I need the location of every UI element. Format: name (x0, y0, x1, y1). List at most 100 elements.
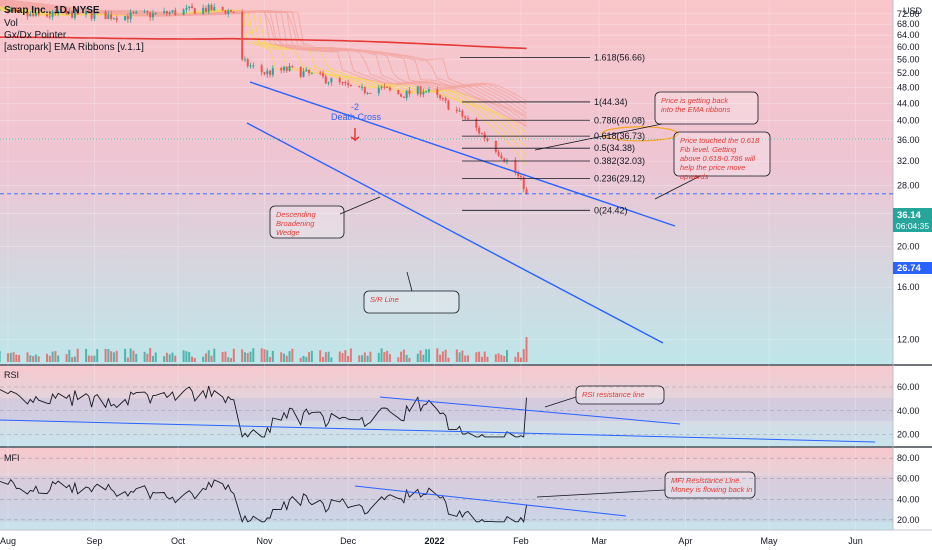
upper-trendline (249, 81, 676, 227)
legend-gxdx[interactable]: Gx/Dx Pointer (4, 30, 67, 41)
price-tick-label: 32.00 (897, 156, 920, 166)
candle (349, 84, 352, 87)
volume-bar (310, 350, 313, 362)
candle (93, 12, 96, 19)
fib-note-text: Fib level. Getting (680, 145, 737, 154)
volume-bar (338, 351, 341, 362)
candle (322, 73, 325, 77)
volume-bar (486, 356, 489, 362)
oscillators: 20.00 40.00 60.00 20.00 40.00 60.00 80.00 (0, 382, 920, 525)
candle (464, 116, 467, 119)
fib-note-pointer (654, 175, 701, 200)
price-tick-label: 20.00 (897, 242, 920, 252)
level-price-tag (893, 262, 932, 274)
price-tick-label: 60.00 (897, 42, 920, 52)
wedge-note-text: Broadening (276, 219, 315, 228)
candle (48, 16, 51, 18)
fib-level-label: 1.618(56.66) (594, 52, 645, 62)
fib-note-text: above 0.618-0.786 will (680, 154, 755, 163)
volume-bar (386, 350, 389, 362)
candle (112, 18, 115, 20)
candle (68, 11, 71, 14)
candle (185, 7, 188, 10)
volume-bar (48, 355, 51, 362)
candle (422, 91, 425, 95)
candle (347, 82, 350, 85)
volume-bar (263, 349, 266, 362)
rsi-note-pointer (544, 396, 577, 408)
candle (380, 86, 383, 88)
candle (441, 98, 444, 100)
candle (458, 110, 461, 112)
volume-bar (34, 354, 37, 362)
volume-bar (12, 352, 15, 362)
volume-bar (436, 348, 439, 362)
volume-bar (112, 352, 115, 362)
mfi-note-pointer (536, 489, 666, 498)
candle (190, 6, 193, 9)
fib-level-label: 0.236(29.12) (594, 173, 645, 183)
time-axis[interactable]: Aug Sep Oct Nov Dec 2022 Feb Mar Apr May Jun (0, 536, 863, 546)
volume-bar (400, 351, 403, 362)
time-tick-label: May (761, 536, 779, 546)
volume-bar (358, 355, 361, 362)
candle (285, 66, 288, 71)
osc-tick-label: 60.00 (897, 474, 920, 484)
candle (266, 70, 269, 75)
volume-bar (439, 354, 442, 362)
volume-bar (322, 356, 325, 362)
candle (494, 140, 497, 152)
volume-bar (271, 350, 274, 362)
rsi-pane-label: RSI (4, 370, 19, 380)
candle (427, 89, 430, 92)
last-price-tag (893, 208, 932, 232)
candle (425, 91, 428, 93)
volume-bar (129, 348, 132, 362)
candle (416, 86, 419, 94)
volume-bar (151, 356, 154, 362)
volume-bar (7, 353, 9, 362)
price-tick-label: 16.00 (897, 282, 920, 292)
candle (26, 11, 29, 17)
candle (280, 68, 283, 71)
candle (132, 12, 135, 14)
ema-note-text: Price is getting back (661, 96, 729, 105)
candle (338, 78, 341, 83)
fib-note-text: Price touched the 0.618 (680, 136, 760, 145)
fib-level-label: 0.382(32.03) (594, 156, 645, 166)
death-cross-label: Death Cross (331, 112, 382, 122)
price-tick-label: 52.00 (897, 68, 920, 78)
volume-bar (260, 348, 263, 362)
volume-bar (37, 356, 40, 362)
volume-bar (149, 348, 152, 362)
volume-bar (252, 348, 255, 362)
volume-bar (227, 357, 230, 362)
volume-bar (154, 352, 157, 362)
volume-bar (85, 348, 88, 362)
legend-volume[interactable]: Vol (4, 18, 18, 29)
volume-bar (478, 351, 481, 362)
legend-ema-ribbons[interactable]: [astropark] EMA Ribbons [v.1.1] (4, 42, 144, 53)
rsi-pane-background (0, 366, 893, 446)
candle (110, 14, 113, 19)
volume-bar (171, 352, 174, 362)
price-tick-label: 68.00 (897, 19, 920, 29)
osc-tick-label: 60.00 (897, 382, 920, 392)
ema-ribbon (3, 0, 527, 102)
volume-bar (202, 356, 205, 362)
volume-bar (124, 348, 127, 362)
volume-bar (76, 348, 79, 362)
candle (519, 175, 522, 177)
lower-trendline (246, 122, 664, 344)
candle (151, 13, 154, 18)
candle (305, 69, 308, 72)
candle (366, 92, 369, 94)
volume-bar (165, 352, 168, 362)
candle (252, 65, 255, 67)
volume-bar (243, 352, 246, 362)
time-tick-label: 2022 (425, 536, 445, 546)
price-axis[interactable]: 12.0016.0020.0024.0028.0032.0036.0040.00… (897, 9, 920, 345)
drawings (0, 81, 893, 344)
price-tick-label: 72.00 (897, 9, 920, 19)
